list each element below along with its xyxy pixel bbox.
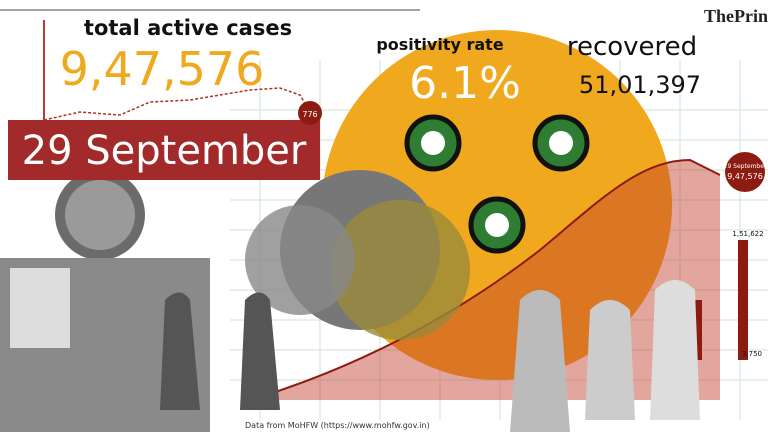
ambulance-door [10, 268, 70, 348]
recovery-line [249, 158, 721, 401]
bar-label: 1,51,622 [732, 230, 763, 238]
left-badge-value: 776 [302, 110, 317, 119]
left-badge [298, 101, 322, 125]
virus [55, 170, 470, 340]
badge [725, 152, 765, 192]
bar [738, 240, 748, 360]
active-label: total active cases [84, 16, 292, 40]
positivity-value: 6.1% [409, 58, 521, 109]
recovered-label: recovered [567, 32, 697, 62]
person [160, 292, 200, 410]
recovered-value: 51,01,397 [579, 71, 701, 99]
date-box [8, 120, 320, 180]
brand: ThePrint [704, 6, 768, 26]
source: Data from MoHFW (https://www.mohfw.gov.i… [245, 421, 430, 430]
active-value: 9,47,576 [60, 42, 265, 96]
person [650, 280, 700, 420]
person [240, 292, 280, 410]
badge-date: 29 September [724, 163, 767, 170]
bar-label: 3,750 [742, 350, 762, 358]
date: 29 September [22, 128, 307, 174]
positivity-label: positivity rate [376, 35, 503, 54]
mini-trend [43, 87, 311, 121]
person [510, 290, 570, 432]
badge-value: 9,47,576 [727, 172, 763, 181]
person [585, 300, 635, 420]
donuts [404, 114, 590, 254]
